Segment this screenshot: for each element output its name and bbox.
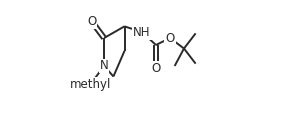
Text: O: O [151, 62, 161, 75]
Text: O: O [165, 32, 175, 44]
Text: O: O [87, 15, 97, 28]
Text: NH: NH [133, 26, 151, 39]
Text: N: N [100, 59, 108, 72]
Text: methyl: methyl [69, 78, 111, 91]
